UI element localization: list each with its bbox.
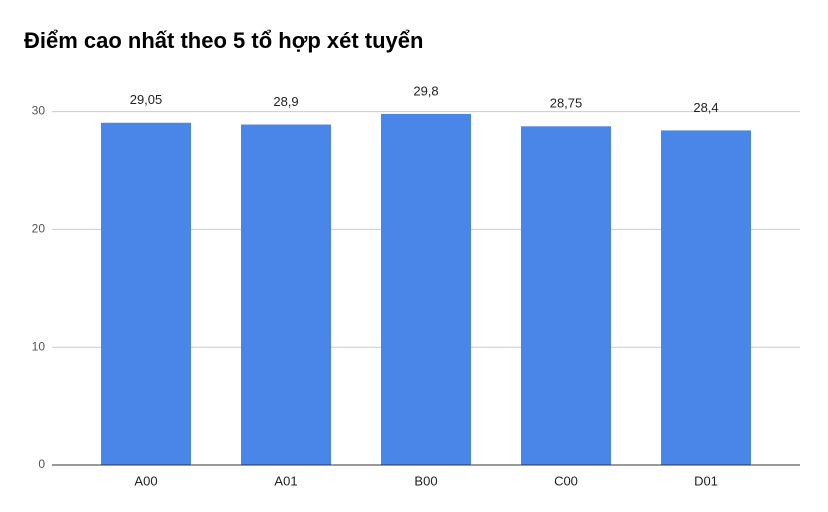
value-label: 28,9 <box>273 94 298 109</box>
y-tick-label: 10 <box>32 339 46 353</box>
x-tick-label: D01 <box>694 473 718 488</box>
bar <box>381 113 471 465</box>
bar <box>241 124 331 465</box>
x-tick-label: C00 <box>554 473 578 488</box>
value-label: 29,05 <box>130 92 163 107</box>
chart-title: Điểm cao nhất theo 5 tổ hợp xét tuyển <box>24 28 423 53</box>
bar <box>101 122 191 465</box>
x-tick-label: A00 <box>134 473 157 488</box>
y-tick-label: 0 <box>38 457 45 471</box>
value-label: 28,4 <box>693 100 718 115</box>
value-label: 28,75 <box>550 96 583 111</box>
y-tick-label: 20 <box>32 222 46 236</box>
value-label: 29,8 <box>413 83 438 98</box>
x-tick-label: A01 <box>274 473 297 488</box>
bar <box>661 130 751 465</box>
y-tick-label: 30 <box>32 104 46 118</box>
x-tick-label: B00 <box>414 473 437 488</box>
bar <box>521 126 611 465</box>
